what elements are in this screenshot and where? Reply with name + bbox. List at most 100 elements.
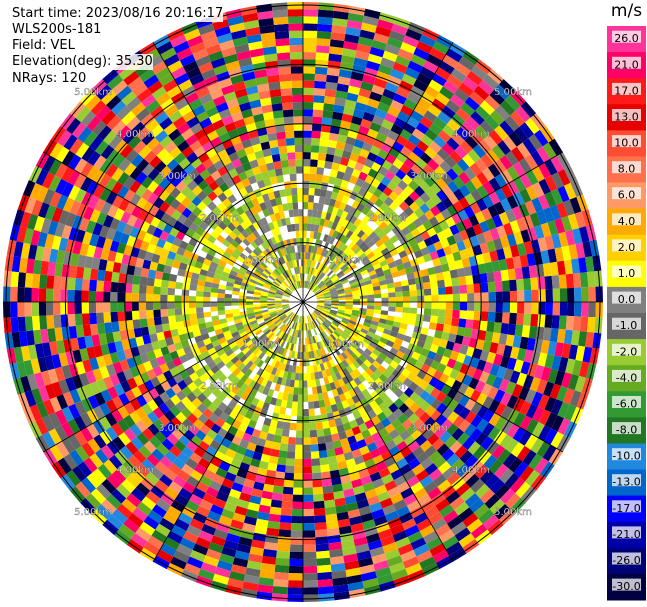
velocity-cell	[377, 444, 389, 455]
velocity-cell	[170, 34, 187, 48]
velocity-cell	[106, 227, 117, 241]
velocity-cell	[327, 139, 338, 149]
velocity-cell	[253, 306, 261, 310]
velocity-cell	[408, 151, 420, 164]
velocity-cell	[247, 342, 256, 350]
velocity-cell	[233, 334, 242, 342]
velocity-cell	[303, 252, 306, 260]
velocity-cell	[160, 302, 168, 310]
velocity-cell	[237, 340, 246, 349]
velocity-cell	[349, 78, 363, 89]
velocity-cell	[395, 364, 405, 374]
velocity-cell	[257, 342, 265, 350]
velocity-cell	[309, 166, 318, 175]
velocity-cell	[140, 267, 150, 278]
velocity-cell	[420, 348, 430, 358]
velocity-cell	[242, 581, 259, 592]
velocity-cell	[335, 223, 342, 232]
velocity-cell	[417, 169, 430, 181]
velocity-cell	[244, 145, 255, 156]
velocity-cell	[393, 195, 404, 206]
velocity-cell	[403, 98, 418, 111]
velocity-cell	[175, 203, 187, 214]
velocity-cell	[289, 379, 295, 388]
velocity-cell	[525, 117, 540, 135]
velocity-cell	[404, 195, 415, 207]
velocity-cell	[288, 386, 294, 395]
velocity-cell	[505, 209, 517, 223]
velocity-cell	[122, 459, 137, 474]
velocity-cell	[92, 169, 106, 185]
velocity-cell	[237, 362, 246, 371]
velocity-cell	[271, 441, 281, 451]
velocity-cell	[275, 306, 283, 310]
velocity-cell	[469, 498, 485, 513]
velocity-cell	[489, 110, 505, 126]
velocity-cell	[416, 518, 432, 532]
velocity-cell	[86, 180, 99, 195]
velocity-cell	[86, 409, 99, 424]
velocity-cell	[422, 281, 431, 290]
velocity-cell	[227, 222, 237, 232]
velocity-cell	[277, 536, 291, 545]
velocity-cell	[349, 515, 363, 526]
velocity-cell	[303, 23, 318, 31]
velocity-cell	[220, 155, 232, 166]
velocity-cell	[352, 299, 361, 302]
velocity-cell	[242, 357, 251, 366]
velocity-cell	[94, 198, 106, 212]
velocity-cell	[469, 235, 480, 247]
velocity-cell	[309, 238, 314, 246]
velocity-cell	[237, 328, 246, 335]
velocity-cell	[392, 158, 404, 170]
velocity-cell	[158, 402, 170, 415]
velocity-cell	[449, 440, 463, 454]
velocity-cell	[492, 376, 504, 390]
velocity-cell	[233, 475, 246, 486]
velocity-cell	[353, 368, 362, 378]
velocity-cell	[373, 32, 390, 44]
velocity-cell	[441, 185, 454, 197]
velocity-cell	[190, 318, 199, 326]
velocity-cell	[572, 316, 582, 332]
velocity-cell	[340, 352, 348, 360]
velocity-cell	[356, 391, 366, 401]
velocity-cell	[164, 486, 179, 500]
velocity-cell	[231, 376, 241, 386]
velocity-cell	[449, 350, 460, 361]
velocity-cell	[292, 487, 303, 495]
velocity-cell	[273, 360, 280, 369]
velocity-cell	[195, 302, 204, 308]
velocity-cell	[355, 357, 364, 366]
velocity-cell	[276, 276, 283, 283]
velocity-cell	[524, 302, 532, 314]
velocity-cell	[423, 357, 434, 367]
velocity-cell	[387, 130, 400, 142]
velocity-cell	[225, 247, 234, 256]
velocity-cell	[285, 310, 292, 316]
velocity-cell	[95, 140, 109, 156]
velocity-cell	[414, 319, 423, 328]
velocity-cell	[332, 230, 339, 239]
velocity-cell	[240, 285, 248, 291]
velocity-cell	[303, 359, 307, 367]
velocity-cell	[69, 200, 82, 215]
velocity-cell	[319, 284, 327, 290]
velocity-cell	[159, 517, 175, 531]
velocity-cell	[285, 278, 291, 286]
velocity-cell	[67, 154, 82, 170]
velocity-cell	[45, 302, 54, 316]
velocity-cell	[406, 92, 421, 105]
velocity-cell	[310, 223, 316, 232]
velocity-cell	[370, 320, 379, 327]
velocity-cell	[561, 372, 573, 389]
velocity-cell	[281, 299, 289, 302]
velocity-cell	[258, 164, 268, 173]
velocity-cell	[204, 239, 214, 249]
velocity-cell	[314, 181, 322, 190]
velocity-cell	[585, 224, 597, 242]
velocity-cell	[459, 344, 469, 355]
velocity-cell	[537, 194, 550, 210]
velocity-cell	[366, 294, 375, 299]
velocity-cell	[508, 457, 523, 473]
